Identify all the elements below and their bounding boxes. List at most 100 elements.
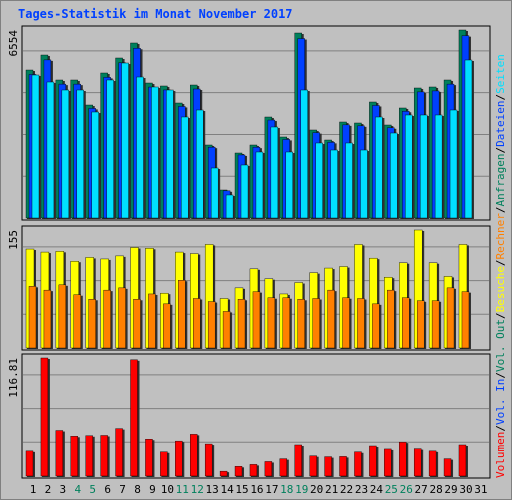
legend-separator: / bbox=[494, 425, 507, 432]
bar bbox=[300, 89, 308, 219]
bar bbox=[136, 76, 144, 219]
x-tick-label: 18 bbox=[280, 483, 293, 496]
legend-separator: / bbox=[494, 147, 507, 154]
bar bbox=[160, 451, 168, 477]
legend-separator: / bbox=[494, 372, 507, 379]
bar bbox=[384, 448, 392, 477]
legend-separator: / bbox=[494, 94, 507, 101]
bar bbox=[240, 164, 249, 219]
bar bbox=[375, 116, 383, 219]
bar bbox=[330, 149, 338, 219]
bar bbox=[285, 151, 294, 219]
bar bbox=[387, 289, 395, 349]
bar bbox=[118, 287, 126, 349]
y-tick-label: 116.81 bbox=[7, 358, 20, 398]
bar bbox=[46, 81, 55, 219]
bar bbox=[40, 357, 49, 477]
bar bbox=[237, 299, 246, 349]
bar bbox=[25, 450, 34, 477]
x-tick-label: 11 bbox=[176, 483, 189, 496]
bar bbox=[458, 444, 467, 477]
x-tick-label: 4 bbox=[74, 483, 81, 496]
x-tick-label: 25 bbox=[385, 483, 398, 496]
bar bbox=[464, 59, 473, 219]
x-tick-label: 21 bbox=[325, 483, 338, 496]
bar bbox=[196, 109, 204, 219]
bar bbox=[327, 289, 335, 349]
x-tick-label: 2 bbox=[45, 483, 52, 496]
legend-entry: Seiten bbox=[494, 54, 507, 94]
bar bbox=[58, 284, 67, 349]
bar bbox=[193, 298, 201, 349]
x-tick-label: 31 bbox=[474, 483, 487, 496]
bar bbox=[449, 109, 458, 219]
bar bbox=[190, 434, 198, 477]
bar bbox=[222, 311, 231, 349]
bar bbox=[145, 439, 153, 477]
bar bbox=[369, 445, 377, 477]
bar bbox=[207, 301, 216, 349]
bar bbox=[339, 456, 347, 477]
x-tick-label: 27 bbox=[415, 483, 428, 496]
x-tick-label: 13 bbox=[206, 483, 219, 496]
bar bbox=[175, 440, 183, 477]
bar bbox=[163, 303, 171, 349]
legend: Volumen/Vol. In/Vol. Out/Besuche/Rechner… bbox=[494, 54, 507, 478]
bar bbox=[294, 444, 302, 477]
bar bbox=[416, 300, 425, 349]
bar bbox=[446, 287, 455, 349]
x-tick-label: 1 bbox=[30, 483, 37, 496]
bar bbox=[181, 116, 189, 219]
x-tick-label: 28 bbox=[429, 483, 442, 496]
bar bbox=[166, 89, 174, 219]
x-tick-label: 9 bbox=[149, 483, 156, 496]
bar bbox=[324, 456, 332, 477]
x-tick-label: 16 bbox=[250, 483, 263, 496]
bar bbox=[357, 298, 365, 349]
x-tick-label: 23 bbox=[355, 483, 368, 496]
bar bbox=[419, 114, 428, 219]
bar bbox=[428, 450, 437, 477]
legend-entry: Rechner bbox=[494, 213, 507, 260]
bar bbox=[461, 291, 470, 349]
legend-entry: Anfragen bbox=[494, 153, 507, 206]
legend-entry: Dateien bbox=[494, 100, 507, 146]
bar bbox=[402, 297, 410, 349]
bar bbox=[85, 435, 93, 477]
bar bbox=[28, 286, 37, 349]
bar bbox=[73, 294, 81, 349]
x-tick-label: 20 bbox=[310, 483, 323, 496]
bar bbox=[219, 470, 228, 477]
legend-entry: Besuche bbox=[494, 266, 507, 312]
bar bbox=[413, 448, 422, 477]
bar bbox=[390, 132, 398, 219]
x-tick-label: 8 bbox=[134, 483, 141, 496]
x-tick-label: 30 bbox=[459, 483, 472, 496]
bar bbox=[434, 114, 443, 219]
legend-separator: / bbox=[494, 206, 507, 213]
x-tick-label: 29 bbox=[444, 483, 457, 496]
legend-entry: Vol. Out bbox=[494, 319, 507, 372]
bar bbox=[130, 359, 138, 477]
bar bbox=[431, 300, 440, 349]
bar bbox=[151, 86, 159, 219]
bar bbox=[55, 430, 64, 477]
x-tick-label: 26 bbox=[400, 483, 413, 496]
bar bbox=[443, 458, 452, 477]
legend-separator: / bbox=[494, 259, 507, 266]
x-tick-label: 15 bbox=[235, 483, 248, 496]
bar bbox=[342, 297, 350, 349]
bar bbox=[100, 435, 108, 477]
bar bbox=[267, 297, 276, 349]
x-tick-label: 7 bbox=[119, 483, 126, 496]
bar bbox=[88, 299, 96, 349]
bar bbox=[91, 111, 99, 219]
bar bbox=[360, 149, 368, 219]
y-tick-label: 155 bbox=[7, 230, 20, 250]
bar bbox=[43, 289, 52, 349]
bar bbox=[315, 142, 323, 219]
legend-entry: Vol. In bbox=[494, 379, 507, 425]
bar bbox=[354, 451, 362, 477]
bar bbox=[76, 89, 84, 219]
